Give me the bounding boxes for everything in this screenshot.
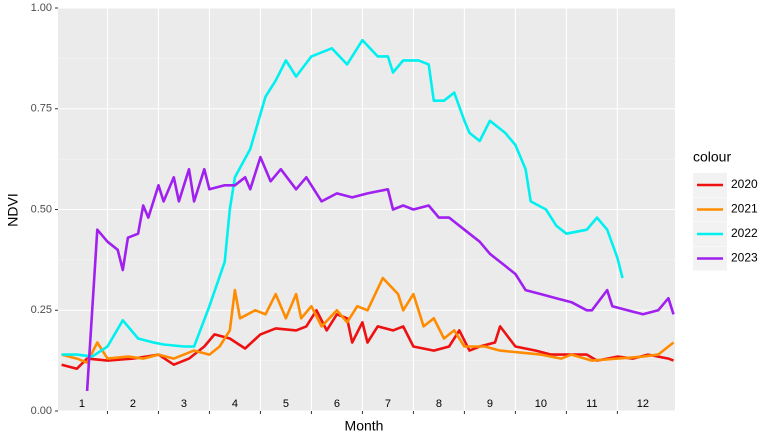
x-axis-title: Month xyxy=(345,418,384,434)
x-tick-label: 2 xyxy=(130,398,136,410)
line-series xyxy=(85,155,675,391)
legend-label: 2020 xyxy=(731,177,758,191)
x-tick-label: 7 xyxy=(385,398,391,410)
x-tick-label: 4 xyxy=(232,398,238,410)
line-series xyxy=(61,38,624,358)
y-tick-label: 0.00 xyxy=(31,405,52,417)
y-tick-label: 0.25 xyxy=(31,304,52,316)
x-tick-label: 12 xyxy=(637,398,649,410)
legend-label: 2022 xyxy=(731,226,758,240)
legend-title: colour xyxy=(693,149,731,165)
y-tick-label: 1.00 xyxy=(31,2,52,14)
legend-label: 2023 xyxy=(731,251,758,265)
y-tick-label: 0.75 xyxy=(31,103,52,115)
x-tick-label: 6 xyxy=(334,398,340,410)
x-tick-label: 1 xyxy=(79,398,85,410)
line-series xyxy=(61,309,674,370)
x-tick-label: 5 xyxy=(283,398,289,410)
x-tick-label: 11 xyxy=(586,398,597,410)
legend-label: 2021 xyxy=(731,202,758,216)
y-axis-title: NDVI xyxy=(5,193,21,226)
x-tick-label: 9 xyxy=(487,398,493,410)
y-tick-label: 0.50 xyxy=(31,203,52,215)
x-tick-label: 8 xyxy=(436,398,442,410)
x-tick-label: 3 xyxy=(181,398,187,410)
x-tick-label: 10 xyxy=(535,398,547,410)
line-series xyxy=(61,276,675,364)
